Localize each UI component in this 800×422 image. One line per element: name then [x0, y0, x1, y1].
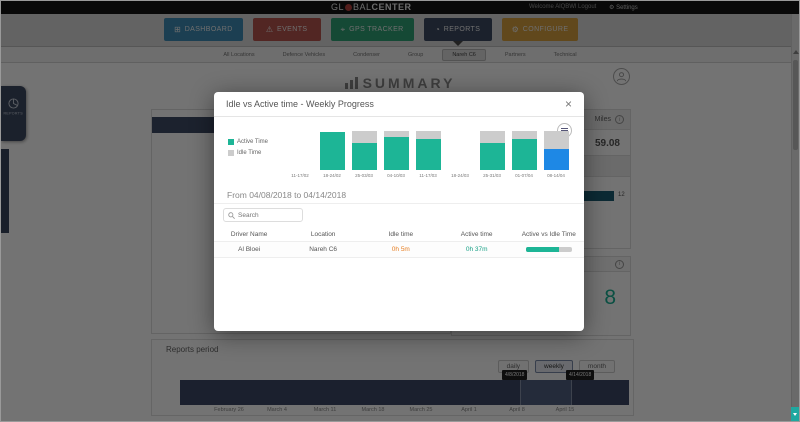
chart-x-label: 25-03/03	[355, 173, 373, 178]
table-row[interactable]: Al Bloei Nareh C6 0h 5m 0h 37m	[214, 241, 584, 258]
chart-bar-zone	[412, 131, 444, 170]
active-segment	[351, 143, 377, 170]
chart-bar-zone	[508, 131, 540, 170]
legend-item: Active Time	[228, 139, 268, 145]
weekly-progress-modal: Idle vs Active time - Weekly Progress × …	[214, 92, 584, 331]
legend-swatch	[228, 139, 234, 145]
table-header-cell: Active vs Idle Time	[521, 231, 576, 238]
chart-column: 18-24/03	[444, 131, 476, 178]
chart-bar-zone	[476, 131, 508, 170]
chart-x-label: 04-10/03	[387, 173, 405, 178]
table-body: Al Bloei Nareh C6 0h 5m 0h 37m	[214, 241, 584, 258]
idle-segment	[479, 131, 505, 144]
table-header-cell: Active time	[460, 231, 493, 238]
chart-bar	[479, 131, 505, 170]
chart-x-label: 18-24/02	[323, 173, 341, 178]
divider	[214, 203, 584, 204]
legend-label: Idle Time	[237, 150, 262, 156]
date-range-text: From 04/08/2018 to 04/14/2018	[227, 190, 347, 200]
chart-bar	[415, 131, 441, 170]
chart-x-label: 25-31/03	[483, 173, 501, 178]
chart-column: 11-17/02	[284, 131, 316, 178]
active-segment	[319, 132, 345, 170]
chart-bar-zone	[540, 131, 572, 170]
location-cell: Nareh C6	[309, 246, 338, 253]
chart-column: 01-07/04	[508, 131, 540, 178]
chart-columns: 11-17/02 18-24/02 25-03/03 04-10/03 11-17/03…	[284, 131, 572, 178]
chart-x-label: 18-24/03	[451, 173, 469, 178]
chart-x-label: 11-17/02	[291, 173, 309, 178]
chart-bar-zone	[348, 131, 380, 170]
ratio-bar	[525, 247, 572, 252]
weekly-bar-chart: 11-17/02 18-24/02 25-03/03 04-10/03 11-17/03…	[284, 131, 572, 178]
active-segment	[511, 139, 537, 170]
chart-bar	[383, 131, 409, 170]
active-time-cell: 0h 37m	[465, 246, 488, 253]
chart-bar-zone	[316, 131, 348, 170]
chart-column: 18-24/02	[316, 131, 348, 178]
scroll-down-arrow-icon	[793, 412, 797, 416]
chart-bar	[319, 132, 345, 170]
active-segment	[383, 136, 409, 170]
chart-bar-zone	[380, 131, 412, 170]
table-header-cell: Driver Name	[230, 231, 268, 238]
chart-bar-zone	[444, 131, 476, 170]
chart-bar	[543, 131, 569, 170]
search-icon	[228, 211, 235, 219]
legend-item: Idle Time	[228, 150, 268, 156]
chart-legend: Active Time Idle Time	[228, 139, 268, 156]
table-header-row: Driver Name Location Idle time Active time A…	[214, 228, 584, 241]
table-header-cell: Location	[310, 231, 336, 238]
chart-column: 25-03/03	[348, 131, 380, 178]
chart-bar	[351, 131, 377, 170]
modal-header: Idle vs Active time - Weekly Progress ×	[214, 92, 584, 117]
chart-bar	[511, 131, 537, 170]
active-segment	[479, 143, 505, 170]
legend-swatch	[228, 150, 234, 156]
chart-column: 08-14/04	[540, 131, 572, 178]
search-input[interactable]	[238, 211, 298, 219]
chart-x-label: 08-14/04	[547, 173, 565, 178]
chart-bar-zone	[284, 131, 316, 170]
idle-segment	[415, 131, 441, 139]
chart-x-label: 11-17/03	[419, 173, 437, 178]
scroll-down-button[interactable]	[791, 407, 799, 421]
idle-segment	[543, 131, 569, 150]
chart-column: 11-17/03	[412, 131, 444, 178]
ratio-fill	[525, 247, 559, 252]
idle-segment	[383, 131, 409, 137]
chart-column: 04-10/03	[380, 131, 412, 178]
close-icon[interactable]: ×	[564, 97, 572, 111]
drivers-table: Driver Name Location Idle time Active time A…	[214, 228, 584, 258]
modal-title: Idle vs Active time - Weekly Progress	[226, 99, 374, 109]
chart-column: 25-31/03	[476, 131, 508, 178]
legend-label: Active Time	[237, 139, 269, 145]
idle-segment	[351, 131, 377, 144]
chart-x-label: 01-07/04	[515, 173, 533, 178]
table-header-cell: Idle time	[388, 231, 414, 238]
active-segment	[415, 138, 441, 170]
driver-name-cell: Al Bloei	[238, 246, 261, 253]
idle-time-cell: 0h 5m	[391, 246, 410, 253]
active-segment	[543, 149, 569, 170]
ratio-cell	[514, 242, 584, 257]
search-box[interactable]	[223, 208, 303, 222]
idle-segment	[511, 131, 537, 140]
